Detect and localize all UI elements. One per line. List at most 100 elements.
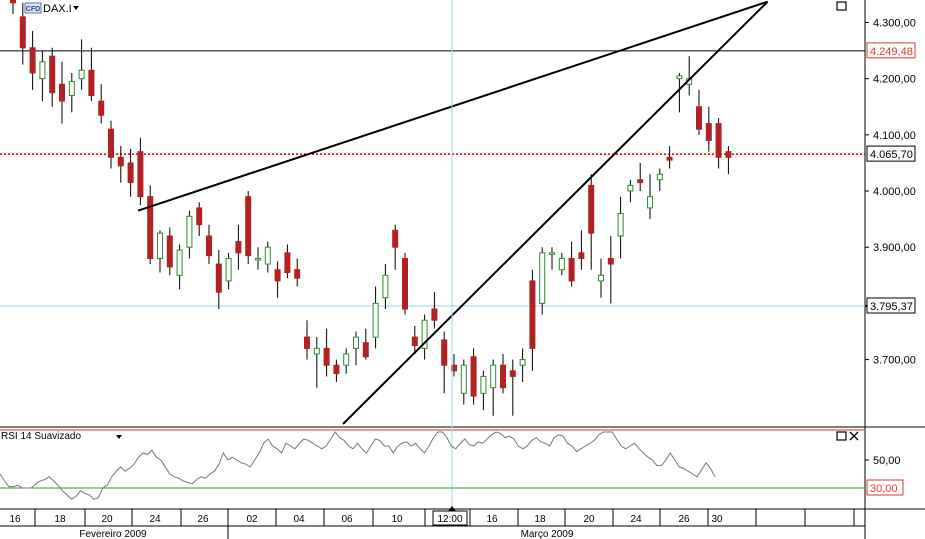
candle[interactable] (480, 370, 487, 411)
candle[interactable] (500, 353, 506, 394)
candle[interactable] (294, 258, 301, 287)
candle[interactable] (206, 224, 212, 265)
candle[interactable] (460, 359, 467, 405)
x-tick-label: 24 (149, 514, 161, 525)
trendline[interactable] (342, 0, 769, 425)
candle[interactable] (68, 73, 75, 113)
candle[interactable] (617, 196, 624, 259)
candle[interactable] (441, 331, 448, 394)
candle[interactable] (274, 261, 281, 298)
candle[interactable] (215, 250, 222, 310)
candle[interactable] (166, 227, 173, 276)
candle[interactable] (725, 146, 732, 175)
candle[interactable] (539, 247, 546, 315)
candle[interactable] (343, 348, 350, 374)
candle[interactable] (176, 244, 183, 290)
rsi-label[interactable]: RSI 14 Suavizado (1, 431, 81, 442)
candle[interactable] (10, 0, 16, 15)
candle[interactable] (392, 224, 399, 270)
y-tick-label: 4.300,00 (873, 17, 916, 29)
candle[interactable] (647, 174, 653, 220)
x-tick-label: 18 (534, 514, 546, 525)
candle[interactable] (490, 359, 497, 416)
triangle-down-icon[interactable] (73, 6, 79, 10)
candle[interactable] (98, 84, 105, 124)
candle[interactable] (157, 230, 163, 273)
candle[interactable] (88, 47, 95, 102)
rsi-30-label: 30,00 (866, 479, 904, 496)
candle[interactable] (333, 359, 340, 383)
x-tick-label: 06 (341, 514, 353, 525)
candle[interactable] (519, 348, 526, 383)
candle[interactable] (558, 252, 565, 276)
symbol-header[interactable]: CFD DAX.I (24, 2, 79, 15)
price-label: 4.065,70 (866, 145, 916, 162)
triangle-down-icon[interactable] (116, 435, 122, 439)
candle[interactable] (637, 162, 644, 192)
candle[interactable] (598, 258, 604, 298)
candle[interactable] (196, 202, 203, 236)
x-tick-label: 24 (630, 514, 642, 525)
candle[interactable] (529, 269, 536, 371)
candle[interactable] (402, 252, 408, 315)
candle[interactable] (137, 137, 144, 206)
symbol-label[interactable]: DAX.I (43, 3, 72, 15)
candle[interactable] (676, 73, 683, 113)
candle[interactable] (313, 337, 320, 388)
candle[interactable] (588, 174, 595, 270)
candle[interactable] (323, 328, 330, 377)
rsi-series-line (0, 431, 716, 500)
candle[interactable] (49, 47, 56, 107)
candle[interactable] (19, 2, 26, 65)
x-tick-label: 16 (486, 514, 498, 525)
candle[interactable] (705, 106, 712, 152)
candle[interactable] (255, 247, 261, 270)
candle[interactable] (696, 89, 702, 135)
cfd-badge-label: CFD (26, 6, 40, 13)
candle[interactable] (264, 241, 271, 273)
candle[interactable] (353, 331, 359, 366)
candle[interactable] (549, 247, 555, 270)
candle[interactable] (117, 146, 124, 183)
candle[interactable] (470, 348, 477, 405)
candle[interactable] (568, 241, 575, 287)
candle[interactable] (186, 210, 193, 259)
candle[interactable] (627, 179, 634, 203)
window-square-icon[interactable] (836, 431, 847, 441)
candle[interactable] (421, 314, 428, 360)
candle[interactable] (108, 120, 114, 169)
candle[interactable] (411, 325, 418, 354)
trendline[interactable] (137, 0, 768, 212)
y-tick-label: 3.700,00 (873, 355, 916, 367)
candle[interactable] (78, 39, 85, 90)
candle[interactable] (578, 230, 585, 270)
candle[interactable] (284, 244, 291, 279)
candle[interactable] (29, 30, 36, 90)
candle[interactable] (147, 185, 154, 265)
candle[interactable] (304, 320, 310, 360)
candle[interactable] (372, 286, 379, 349)
x-tick-label: 30 (711, 514, 723, 525)
candle[interactable] (666, 146, 673, 169)
candle[interactable] (431, 292, 438, 329)
x-tick-label: 16 (9, 514, 21, 525)
candle[interactable] (656, 168, 663, 192)
candle[interactable] (59, 61, 65, 124)
candle[interactable] (715, 117, 722, 169)
candle[interactable] (607, 235, 614, 304)
candle[interactable] (382, 264, 389, 310)
candle[interactable] (225, 252, 232, 290)
candle[interactable] (235, 224, 242, 270)
x-tick-label: 02 (246, 514, 258, 525)
price-panel[interactable] (0, 0, 865, 427)
close-x-icon[interactable] (849, 431, 859, 441)
svg-text:30,00: 30,00 (870, 483, 898, 495)
candle[interactable] (245, 191, 252, 265)
window-square-icon[interactable] (836, 1, 847, 11)
candle[interactable] (509, 359, 516, 416)
candle[interactable] (127, 148, 134, 197)
candle[interactable] (39, 50, 46, 102)
crosshair-time-label (432, 506, 468, 526)
candle[interactable] (362, 328, 369, 360)
